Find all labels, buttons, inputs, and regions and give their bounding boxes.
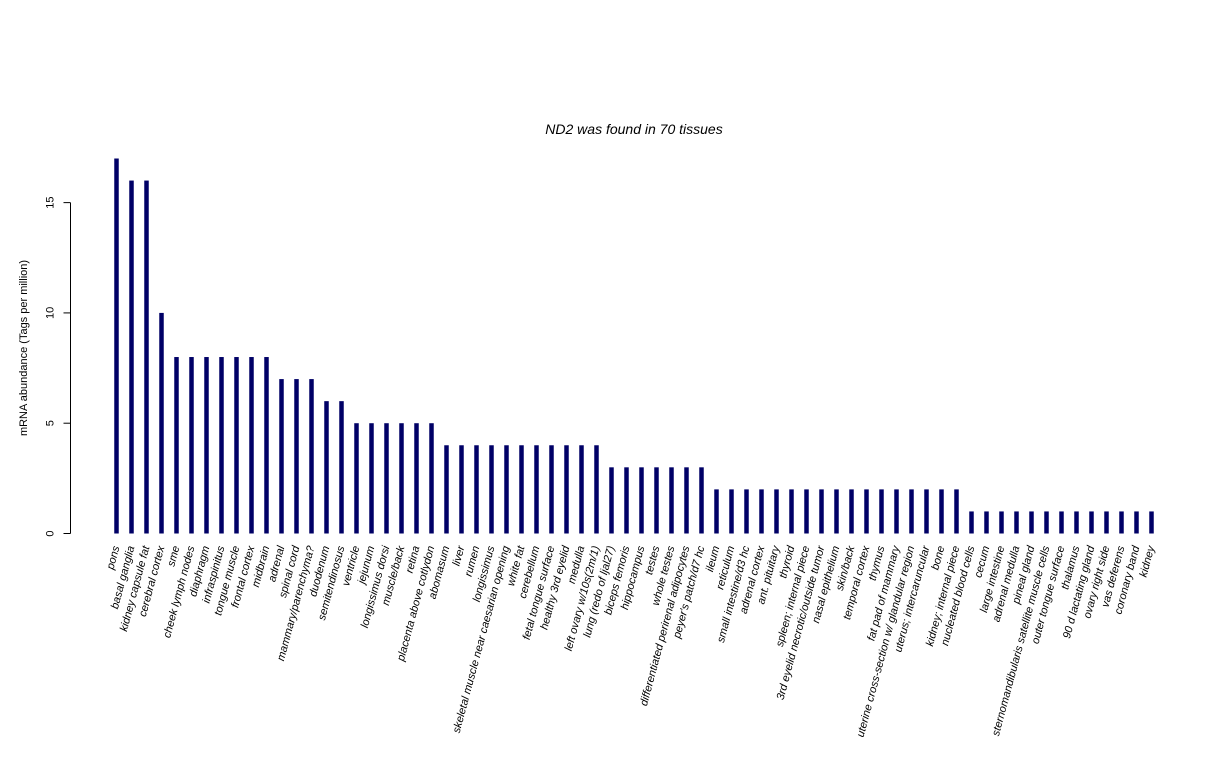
bar bbox=[429, 423, 434, 534]
bar bbox=[1074, 511, 1079, 534]
y-tick-label: 5 bbox=[45, 420, 57, 426]
bar bbox=[624, 467, 629, 534]
bar bbox=[189, 357, 194, 534]
bar bbox=[579, 445, 584, 534]
bar bbox=[144, 180, 149, 534]
bar bbox=[609, 467, 614, 534]
bar bbox=[294, 379, 299, 534]
bar bbox=[789, 489, 794, 534]
bar bbox=[954, 489, 959, 534]
bar bbox=[759, 489, 764, 534]
bar bbox=[729, 489, 734, 534]
category-label: liver bbox=[451, 543, 468, 567]
bar bbox=[669, 467, 674, 534]
bar bbox=[264, 357, 269, 534]
bar bbox=[1134, 511, 1139, 534]
bar bbox=[519, 445, 524, 534]
bar bbox=[129, 180, 134, 534]
bar bbox=[744, 489, 749, 534]
bar bbox=[1044, 511, 1049, 534]
chart-title: ND2 was found in 70 tissues bbox=[545, 121, 722, 137]
bar bbox=[564, 445, 569, 534]
bar bbox=[774, 489, 779, 534]
bar bbox=[804, 489, 809, 534]
bar bbox=[489, 445, 494, 534]
bar bbox=[384, 423, 389, 534]
y-axis: 0 5 10 15 bbox=[45, 196, 71, 537]
bar bbox=[444, 445, 449, 534]
bar bbox=[969, 511, 974, 534]
bar bbox=[1119, 511, 1124, 534]
bar bbox=[909, 489, 914, 534]
bar bbox=[114, 158, 119, 534]
bar bbox=[834, 489, 839, 534]
bar bbox=[369, 423, 374, 534]
bar bbox=[1029, 511, 1034, 534]
bar bbox=[234, 357, 239, 534]
bar bbox=[459, 445, 464, 534]
bar bbox=[939, 489, 944, 534]
bar bbox=[849, 489, 854, 534]
bar bbox=[414, 423, 419, 534]
y-tick-label: 0 bbox=[45, 530, 57, 536]
y-tick-label: 15 bbox=[45, 196, 57, 208]
bar bbox=[594, 445, 599, 534]
bar bbox=[984, 511, 989, 534]
bar bbox=[894, 489, 899, 534]
bar bbox=[1014, 511, 1019, 534]
category-label: sme bbox=[165, 545, 182, 568]
bar bbox=[819, 489, 824, 534]
bar bbox=[639, 467, 644, 534]
bar bbox=[1059, 511, 1064, 534]
bar bbox=[1104, 511, 1109, 534]
bar bbox=[339, 401, 344, 534]
bar bbox=[534, 445, 539, 534]
bar bbox=[159, 312, 164, 534]
bar bbox=[699, 467, 704, 534]
bar bbox=[204, 357, 209, 534]
bar bbox=[474, 445, 479, 534]
bar bbox=[1149, 511, 1154, 534]
bar bbox=[549, 445, 554, 534]
bar bbox=[654, 467, 659, 534]
y-tick-label: 10 bbox=[45, 307, 57, 319]
bars-group bbox=[114, 158, 1154, 534]
bar bbox=[219, 357, 224, 534]
bar bbox=[1089, 511, 1094, 534]
bar bbox=[714, 489, 719, 534]
bar bbox=[684, 467, 689, 534]
bar bbox=[999, 511, 1004, 534]
bar bbox=[249, 357, 254, 534]
y-axis-label: mRNA abundance (Tags per million) bbox=[18, 260, 30, 436]
bar bbox=[174, 357, 179, 534]
bar bbox=[279, 379, 284, 534]
bar bbox=[399, 423, 404, 534]
bar bbox=[924, 489, 929, 534]
bar bbox=[864, 489, 869, 534]
bar bbox=[309, 379, 314, 534]
bar bbox=[504, 445, 509, 534]
bar bbox=[354, 423, 359, 534]
bar bbox=[879, 489, 884, 534]
bar bbox=[324, 401, 329, 534]
